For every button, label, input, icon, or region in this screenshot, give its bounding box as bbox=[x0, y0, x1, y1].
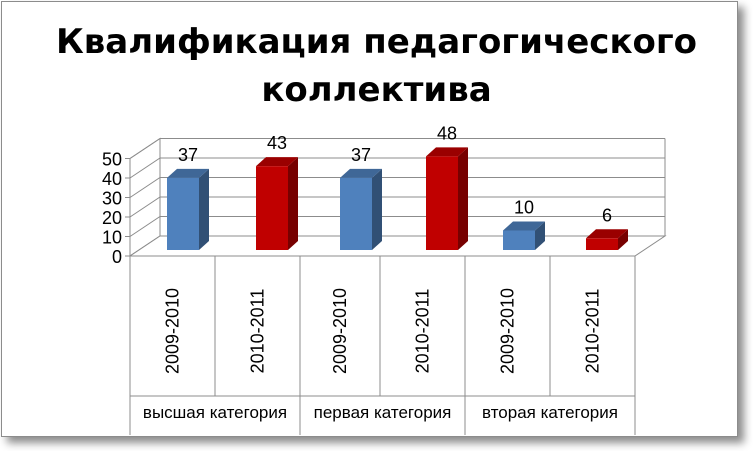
bar-top bbox=[256, 157, 298, 167]
bar-side bbox=[372, 168, 382, 250]
chart-floor bbox=[128, 235, 667, 257]
bar bbox=[340, 177, 372, 250]
data-label: 10 bbox=[514, 198, 534, 218]
gridline bbox=[129, 216, 665, 237]
x-tick-label: 2009-2010 bbox=[498, 288, 518, 374]
data-label: 6 bbox=[602, 205, 612, 225]
bar-top bbox=[426, 147, 468, 157]
data-label: 43 bbox=[267, 133, 287, 153]
x-tick-label: 2010-2011 bbox=[248, 289, 268, 374]
chart-title-line-2: коллектива bbox=[261, 70, 492, 110]
group-label: вторая категория bbox=[482, 403, 618, 422]
chart-title-line-1: Квалификация педагогического bbox=[55, 22, 698, 62]
x-tick-label: 2010-2011 bbox=[583, 289, 603, 374]
y-tick-label: 30 bbox=[102, 189, 122, 209]
data-label: 37 bbox=[351, 145, 371, 165]
y-tick-label: 40 bbox=[102, 169, 122, 189]
y-tick-label: 50 bbox=[102, 150, 122, 170]
data-label: 37 bbox=[178, 145, 198, 165]
gridline bbox=[129, 157, 665, 179]
x-tick-label: 2009-2010 bbox=[163, 288, 183, 374]
data-label: 48 bbox=[437, 123, 457, 143]
side-wall bbox=[129, 137, 161, 257]
gridline bbox=[129, 138, 665, 159]
group-label: первая категория bbox=[314, 403, 452, 422]
bar bbox=[167, 177, 199, 250]
bar-top bbox=[503, 221, 545, 231]
bar-side bbox=[199, 168, 209, 250]
bar-top bbox=[167, 168, 209, 178]
bar bbox=[503, 230, 535, 250]
y-tick-label: 20 bbox=[102, 208, 122, 228]
bar-side bbox=[535, 221, 545, 250]
y-tick-label: 10 bbox=[102, 228, 122, 248]
chart-title: Квалификация педагогического коллектива bbox=[0, 18, 753, 114]
gridline bbox=[129, 177, 665, 198]
x-tick-label: 2009-2010 bbox=[330, 288, 350, 374]
bar-side bbox=[458, 147, 468, 250]
group-label: высшая категория bbox=[143, 403, 287, 422]
bar-top bbox=[586, 229, 628, 239]
gridline bbox=[129, 196, 665, 218]
bar-side bbox=[618, 229, 628, 250]
bar-top bbox=[340, 168, 382, 178]
x-tick-label: 2010-2011 bbox=[413, 289, 433, 374]
bar bbox=[586, 238, 618, 250]
y-tick-label: 0 bbox=[112, 247, 122, 267]
bar bbox=[256, 166, 288, 250]
bar-side bbox=[288, 157, 298, 250]
bar bbox=[426, 156, 458, 250]
